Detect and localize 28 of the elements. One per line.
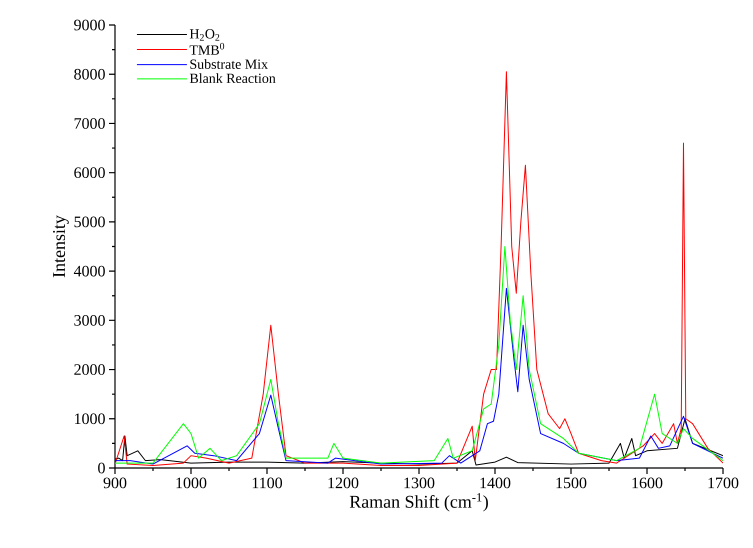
x-tick-label: 1100 (252, 478, 282, 488)
legend-label: Substrate Mix (190, 59, 268, 69)
x-tick-label: 900 (104, 478, 126, 488)
y-tick-label: 9000 (74, 20, 105, 30)
y-axis-title: Intensity (53, 215, 69, 278)
y-tick-label: 1000 (75, 413, 105, 424)
y-tick-label: 6000 (74, 167, 105, 178)
y-tick-label: 7000 (74, 118, 105, 129)
y-tick-label: 4000 (74, 266, 105, 276)
y-tick-label: 8000 (74, 68, 105, 80)
y-tick-label: 2000 (74, 364, 105, 375)
legend-label: TMB$^{0}$ (190, 42, 224, 55)
y-tick-label: 0 (98, 462, 105, 474)
legend-label: H$_{2}$O$_{2}$ (190, 29, 220, 41)
x-tick-label: 1000 (176, 478, 206, 488)
x-tick-label: 1200 (328, 478, 358, 488)
y-tick-label: 5000 (74, 216, 105, 228)
line-series (115, 288, 724, 465)
y-tick-label: 3000 (74, 314, 105, 326)
x-tick-label: 1400 (480, 478, 510, 488)
x-tick-label: 1300 (404, 478, 434, 488)
x-axis-title: Raman Shift (cm$^{-1}$) (350, 493, 488, 512)
x-tick-label: 1600 (632, 478, 662, 488)
line-series (115, 71, 724, 466)
x-tick-label: 1700 (708, 478, 738, 488)
x-tick-label: 1500 (556, 478, 586, 488)
legend-label: Blank Reaction (190, 73, 276, 84)
line-series (115, 246, 724, 464)
